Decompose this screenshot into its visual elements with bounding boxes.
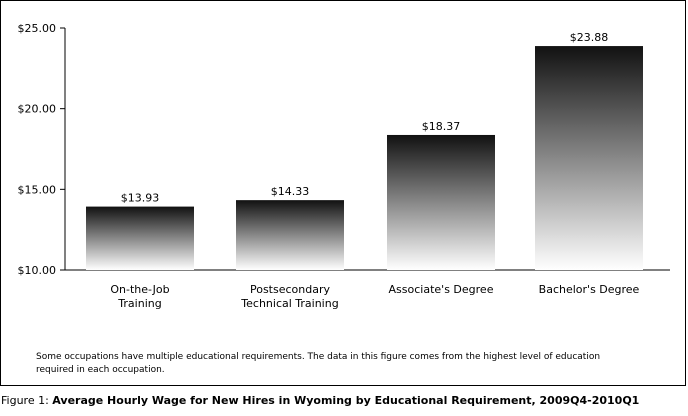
caption-prefix: Figure 1:: [1, 394, 53, 407]
y-tick-label: $15.00: [18, 183, 57, 196]
bar: [86, 206, 194, 270]
figure-caption: Figure 1: Average Hourly Wage for New Hi…: [1, 394, 687, 407]
y-tick-label: $25.00: [18, 22, 57, 35]
data-label: $14.33: [271, 185, 310, 198]
x-category-label: Technical Training: [240, 297, 338, 310]
caption-title: Average Hourly Wage for New Hires in Wyo…: [52, 394, 640, 407]
bar-chart: $10.00 $15.00 $20.00 $25.00 $13.93 On-the-Jo…: [18, 22, 670, 310]
x-category-label: Associate's Degree: [389, 283, 494, 296]
data-label: $18.37: [422, 120, 461, 133]
x-category-label: Bachelor's Degree: [539, 283, 640, 296]
figure-frame: [0, 0, 686, 386]
data-label: $23.88: [570, 31, 609, 44]
x-category-label: Postsecondary: [250, 283, 331, 296]
axes: $10.00 $15.00 $20.00 $25.00: [18, 22, 670, 277]
bar: [535, 46, 643, 270]
bar: [236, 200, 344, 270]
chart-footnote: Some occupations have multiple education…: [36, 352, 601, 375]
y-tick-label: $10.00: [18, 264, 57, 277]
bar: [387, 134, 495, 270]
x-category-label: Training: [117, 297, 161, 310]
bars: [86, 46, 643, 270]
x-category-label: On-the-Job: [110, 283, 169, 296]
y-tick-label: $20.00: [18, 103, 57, 116]
data-label: $13.93: [121, 192, 160, 205]
